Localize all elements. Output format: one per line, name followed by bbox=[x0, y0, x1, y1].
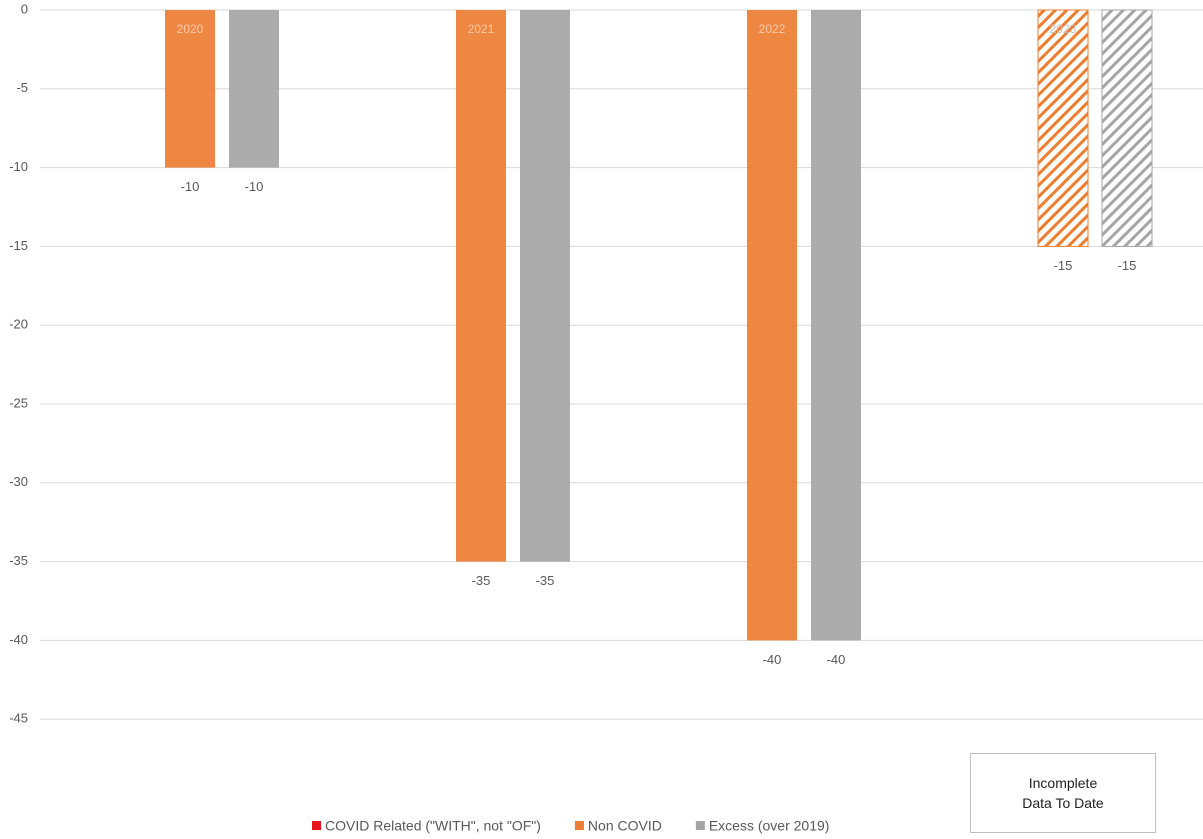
category-label: 2021 bbox=[468, 22, 495, 36]
bar bbox=[1037, 9, 1089, 247]
legend-swatch bbox=[312, 821, 321, 830]
y-tick-label: -40 bbox=[9, 632, 28, 647]
y-tick-label: -25 bbox=[9, 395, 28, 410]
bar bbox=[747, 10, 797, 641]
bar bbox=[811, 10, 861, 641]
legend-label: COVID Related ("WITH", not "OF") bbox=[325, 818, 541, 834]
data-label: -10 bbox=[181, 179, 200, 194]
category-label: 2023 bbox=[1050, 22, 1077, 36]
bar bbox=[165, 10, 215, 168]
y-tick-label: -10 bbox=[9, 159, 28, 174]
data-label: -15 bbox=[1118, 258, 1137, 273]
annotation: Incomplete Data To Date bbox=[970, 753, 1156, 833]
data-label: -40 bbox=[763, 652, 782, 667]
y-tick-label: 0 bbox=[21, 1, 28, 16]
data-label: -40 bbox=[827, 652, 846, 667]
legend-label: Non COVID bbox=[588, 818, 662, 834]
legend-swatch bbox=[574, 821, 584, 830]
y-tick-label: -20 bbox=[9, 317, 28, 332]
data-label: -10 bbox=[245, 179, 264, 194]
y-tick-label: -15 bbox=[9, 238, 28, 253]
legend-label: Excess (over 2019) bbox=[709, 818, 830, 834]
y-tick-label: -5 bbox=[16, 80, 28, 95]
bar bbox=[520, 10, 570, 562]
category-label: 2020 bbox=[177, 22, 204, 36]
bar bbox=[1101, 9, 1153, 247]
legend-swatch bbox=[695, 821, 705, 830]
data-label: -35 bbox=[472, 573, 491, 588]
y-tick-label: -45 bbox=[9, 711, 28, 726]
y-tick-label: -30 bbox=[9, 474, 28, 489]
y-tick-label: -35 bbox=[9, 553, 28, 568]
data-label: -35 bbox=[536, 573, 555, 588]
category-label: 2022 bbox=[759, 22, 786, 36]
bar bbox=[229, 10, 279, 168]
data-label: -15 bbox=[1054, 258, 1073, 273]
bar bbox=[456, 10, 506, 562]
